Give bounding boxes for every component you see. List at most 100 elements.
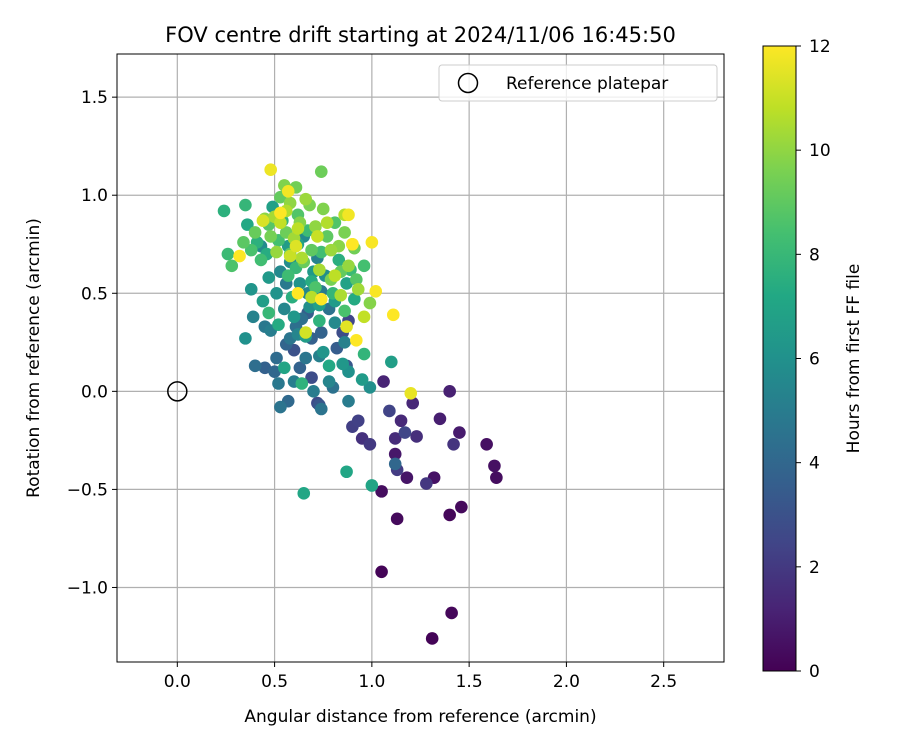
data-point (375, 485, 388, 498)
data-point (332, 253, 346, 267)
data-point (488, 459, 501, 473)
data-point (272, 318, 285, 331)
data-point (338, 336, 351, 349)
data-point (351, 283, 365, 296)
data-point (274, 206, 287, 220)
data-point (291, 286, 305, 300)
data-point (445, 606, 458, 620)
data-point (305, 371, 318, 384)
data-point (342, 259, 355, 273)
x-tick-label: 2.5 (650, 672, 677, 692)
data-point (425, 632, 439, 645)
data-point (244, 243, 258, 257)
data-point (313, 314, 326, 328)
data-point (233, 249, 246, 263)
data-point (369, 285, 383, 298)
data-point (225, 259, 239, 273)
points-layer (167, 163, 503, 645)
data-point (256, 214, 270, 228)
data-point (239, 198, 252, 212)
data-point (258, 361, 272, 375)
x-tick-label: 0.0 (164, 672, 191, 692)
data-point (385, 355, 398, 369)
data-point (328, 269, 342, 282)
data-point (241, 218, 254, 231)
data-point (313, 263, 326, 277)
data-point (346, 237, 359, 251)
data-point (377, 375, 390, 388)
ticks-layer: 0.0 0.5 1.0 1.5 2.0 2.5 −1.0 −0.5 0.0 0.5 1.0 1.5 (67, 88, 677, 692)
data-point (221, 247, 235, 261)
data-point (268, 365, 281, 379)
chart-title: FOV centre drift starting at 2024/11/06 … (165, 23, 676, 47)
data-point (311, 230, 324, 243)
data-point (340, 277, 353, 290)
data-point (262, 306, 276, 320)
data-point (248, 226, 262, 239)
data-point (262, 271, 276, 284)
data-point (404, 387, 418, 400)
data-point (398, 426, 412, 439)
data-point (447, 437, 460, 451)
data-point (314, 165, 328, 178)
data-point (357, 259, 371, 273)
data-point (433, 412, 447, 426)
data-point (365, 479, 379, 492)
data-point (217, 204, 231, 218)
y-tick-label: 1.5 (81, 88, 108, 108)
colorbar-tick-label: 8 (809, 245, 820, 265)
data-point (322, 375, 336, 388)
reference-platepar-marker (167, 381, 188, 402)
data-point (388, 432, 402, 445)
data-point (299, 192, 313, 206)
data-point (314, 292, 328, 306)
y-tick-label: −1.0 (67, 578, 108, 598)
data-point (453, 426, 466, 439)
data-point (316, 202, 330, 216)
data-point (480, 437, 493, 451)
y-tick-label: −0.5 (67, 480, 108, 500)
data-point (342, 208, 355, 222)
data-point (305, 243, 318, 257)
data-point (299, 326, 313, 339)
data-point (270, 286, 283, 300)
data-point (336, 357, 349, 371)
y-tick-label: 0.5 (81, 284, 108, 304)
data-point (355, 373, 369, 386)
legend-label-reference: Reference platepar (506, 74, 668, 94)
data-point (299, 351, 313, 365)
y-tick-label: 0.0 (81, 382, 108, 402)
data-point (365, 235, 379, 249)
colorbar-tick-label: 10 (809, 141, 831, 161)
plot-frame (116, 53, 725, 663)
data-point (342, 394, 355, 408)
data-point (334, 288, 348, 302)
data-point (239, 332, 252, 345)
data-point (443, 385, 456, 398)
data-point (357, 347, 371, 361)
y-tick-label: 1.0 (81, 186, 108, 206)
data-point (274, 216, 287, 229)
data-point (375, 565, 388, 579)
data-point (455, 500, 468, 514)
x-tick-label: 2.0 (553, 672, 580, 692)
y-axis-label: Rotation from reference (arcmin) (24, 218, 44, 498)
data-point (244, 283, 258, 296)
x-tick-label: 1.5 (456, 672, 483, 692)
data-point (272, 377, 285, 390)
colorbar-tick-label: 6 (809, 350, 820, 370)
data-point (324, 243, 338, 257)
data-point (349, 334, 363, 347)
data-point (348, 292, 361, 306)
data-point (340, 320, 353, 333)
data-point (388, 447, 402, 461)
data-point (316, 345, 330, 359)
legend-marker-reference (457, 72, 479, 94)
data-point (363, 296, 377, 310)
data-point (357, 310, 371, 324)
data-point (322, 359, 336, 373)
data-point (410, 430, 423, 443)
data-point (349, 273, 363, 286)
data-point (278, 302, 291, 316)
